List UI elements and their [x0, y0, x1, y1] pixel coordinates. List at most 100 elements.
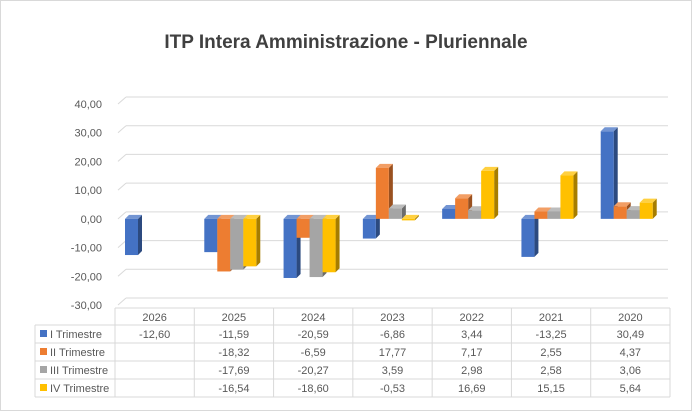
bar-side — [613, 127, 618, 219]
bar-side — [494, 166, 499, 219]
bar-top — [322, 214, 340, 219]
data-table-value: -20,27 — [298, 365, 329, 377]
data-table-value: 3,59 — [382, 365, 403, 377]
bar-top — [481, 166, 499, 171]
bar-2025-1 — [217, 218, 231, 272]
gridline-depth — [117, 268, 127, 277]
data-table-value: -13,25 — [535, 329, 566, 341]
gridline-depth — [117, 297, 127, 306]
data-table-value: -6,59 — [301, 347, 326, 359]
bar-side — [401, 204, 406, 219]
y-tick-label: 0,00 — [81, 214, 102, 226]
y-tick-label: -10,00 — [71, 243, 102, 255]
bar-2021-0 — [521, 218, 535, 257]
data-table-value: 3,44 — [461, 329, 482, 341]
bar-side — [534, 214, 539, 257]
bar-2022-2 — [468, 210, 482, 219]
legend-key — [40, 330, 47, 337]
bar-2025-0 — [204, 218, 218, 253]
bar-2023-1 — [375, 167, 389, 219]
bar-top — [230, 214, 248, 219]
data-table-value: 3,06 — [620, 365, 641, 377]
bar-top — [547, 207, 565, 212]
bar-2020-3 — [639, 202, 653, 219]
bar-top — [521, 214, 539, 219]
bar-2023-0 — [362, 218, 376, 239]
bar-2020-0 — [600, 131, 614, 219]
bar-2025-3 — [243, 218, 257, 267]
data-table-value: 16,69 — [458, 383, 486, 395]
legend-key — [40, 348, 47, 355]
x-category-label: 2025 — [222, 312, 246, 324]
data-table-value: -20,59 — [298, 329, 329, 341]
bar-2023-2 — [388, 208, 402, 219]
bar-top — [639, 198, 657, 203]
bar-top — [296, 214, 314, 219]
bar-2024-2 — [309, 218, 323, 278]
bar-top — [309, 214, 327, 219]
bar-top — [613, 202, 631, 207]
x-category-label: 2020 — [618, 312, 642, 324]
bar-2022-1 — [455, 198, 469, 219]
gridline-depth — [117, 125, 127, 134]
bar-top — [283, 214, 301, 219]
x-category-label: 2024 — [301, 312, 325, 324]
bar-2024-3 — [322, 218, 336, 273]
bar-side — [414, 214, 419, 221]
bar-top — [362, 214, 380, 219]
x-category-label: 2021 — [539, 312, 563, 324]
bar-top — [534, 207, 552, 212]
data-table-value: 17,77 — [379, 347, 407, 359]
chart-title: ITP Intera Amministrazione - Pluriennale — [164, 32, 528, 53]
bar-2021-2 — [547, 211, 561, 219]
data-table-value: 5,64 — [620, 383, 641, 395]
data-table-value: -11,59 — [219, 329, 249, 341]
bar-2021-1 — [534, 211, 548, 219]
legend-key — [40, 366, 47, 373]
bar-top — [626, 206, 644, 211]
y-tick-label: 30,00 — [74, 128, 102, 140]
bar-2022-3 — [481, 170, 495, 219]
bar-2024-0 — [283, 218, 297, 278]
data-table-value: 7,17 — [461, 347, 482, 359]
legend-label: II Trimestre — [50, 347, 105, 359]
bar-side — [256, 214, 261, 267]
bar-2023-3 — [401, 218, 415, 221]
bar-top — [204, 214, 222, 219]
bar-top — [125, 214, 142, 219]
bar-2025-2 — [230, 218, 244, 270]
bar-top — [375, 163, 393, 168]
bar-side — [138, 214, 142, 256]
bar-top — [468, 206, 486, 211]
bar-2026-0 — [125, 218, 138, 256]
y-tick-label: 20,00 — [74, 156, 102, 168]
bar-top — [455, 194, 473, 199]
gridline-depth — [117, 154, 127, 162]
bar-2024-1 — [296, 218, 310, 238]
legend-label: IV Trimestre — [50, 383, 109, 395]
data-table-value: 2,58 — [540, 365, 561, 377]
y-tick-label: 40,00 — [74, 99, 102, 111]
x-category-label: 2026 — [142, 312, 166, 324]
y-tick-label: -20,00 — [71, 271, 102, 283]
gridline-depth — [117, 240, 127, 248]
data-table-value: -18,60 — [298, 383, 329, 395]
bar-top — [442, 204, 460, 209]
gridline-depth — [117, 211, 127, 220]
bar-2022-0 — [442, 208, 456, 219]
gridline-depth — [117, 182, 127, 191]
data-table-value: 4,37 — [620, 347, 641, 359]
legend-key — [40, 384, 47, 391]
bar-side — [375, 214, 380, 239]
bar-side — [573, 171, 578, 219]
bar-top — [560, 171, 578, 176]
bar-2020-2 — [626, 210, 640, 219]
bar-2020-1 — [613, 206, 627, 219]
legend-label: III Trimestre — [50, 365, 108, 377]
bar-top — [401, 214, 419, 219]
bar-top — [217, 214, 235, 219]
data-table-value: 30,49 — [617, 329, 645, 341]
bar-side — [652, 198, 657, 219]
data-table-value: -18,32 — [218, 347, 249, 359]
